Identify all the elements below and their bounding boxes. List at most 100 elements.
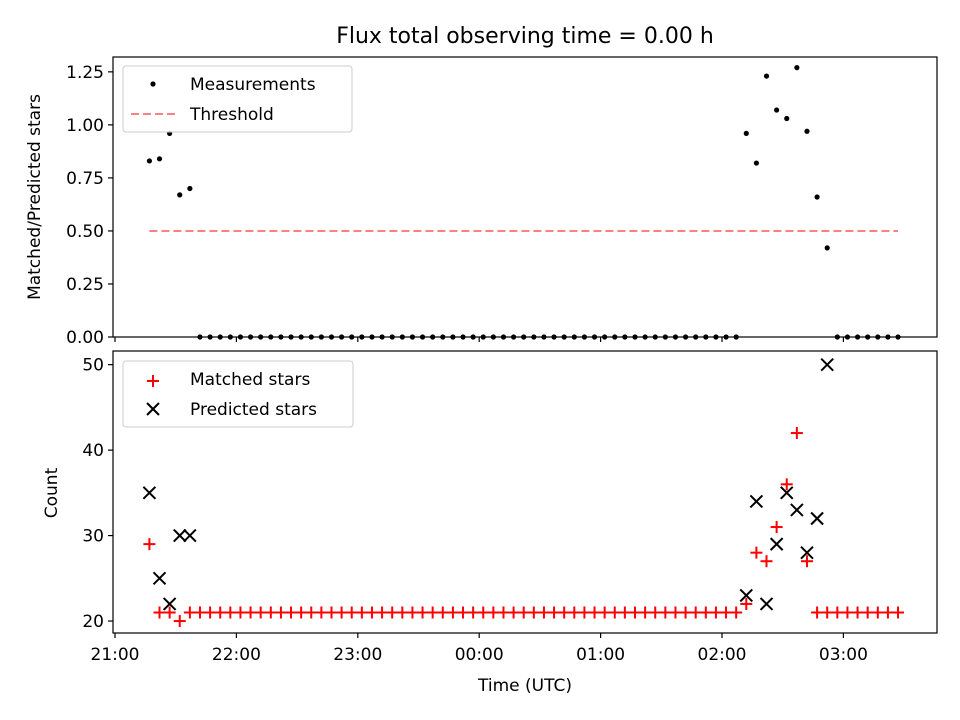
legend-threshold-label: Threshold — [189, 105, 274, 125]
predicted-stars-point — [759, 597, 774, 611]
measurement-point — [804, 128, 810, 134]
bottom-marks — [142, 357, 905, 628]
matched-stars-point — [578, 606, 591, 619]
predicted-stars-point — [152, 571, 167, 586]
matched-stars-point — [335, 606, 348, 619]
matched-stars-point — [163, 606, 176, 619]
matched-stars-point — [376, 606, 389, 619]
predicted-stars-point — [780, 486, 794, 500]
matched-stars-point — [780, 478, 793, 491]
matched-stars-point — [750, 546, 763, 559]
matched-stars-point — [193, 606, 206, 619]
matched-stars-point — [892, 606, 905, 619]
matched-stars-point — [669, 606, 682, 619]
matched-stars-point — [153, 606, 166, 619]
predicted-stars-point — [810, 511, 824, 526]
matched-stars-point — [244, 606, 257, 619]
y-tick-label: 20 — [82, 612, 104, 632]
x-axis-label: Time (UTC) — [477, 676, 572, 696]
matched-stars-point — [881, 606, 894, 619]
matched-stars-point — [659, 606, 672, 619]
predicted-stars-point — [820, 357, 834, 372]
legend-predicted-marker — [146, 402, 160, 416]
legend-measurements-marker — [150, 81, 156, 87]
matched-stars-point — [477, 606, 490, 619]
x-tick-label: 00:00 — [455, 645, 504, 665]
matched-stars-point — [416, 606, 429, 619]
x-tick-label: 21:00 — [91, 645, 140, 665]
matched-stars-point — [598, 606, 611, 619]
measurement-point — [784, 115, 790, 122]
legend-matched-marker — [147, 375, 159, 387]
measurement-point — [146, 158, 152, 164]
matched-stars-point — [720, 606, 733, 619]
x-tick-label: 01:00 — [576, 645, 625, 665]
y-tick-label: 30 — [82, 527, 104, 547]
matched-stars-point — [497, 606, 510, 619]
predicted-stars-point — [739, 588, 753, 603]
measurement-point — [824, 245, 830, 251]
y-tick-label: 50 — [82, 356, 104, 376]
predicted-stars-point — [769, 537, 784, 551]
y-tick-label: 1.00 — [66, 116, 104, 136]
x-tick-label: 22:00 — [212, 645, 261, 665]
matched-stars-point — [254, 606, 267, 619]
matched-stars-point — [325, 606, 338, 619]
matched-stars-point — [396, 606, 409, 619]
matched-stars-point — [679, 606, 692, 619]
matched-stars-point — [467, 606, 480, 619]
matched-stars-point — [800, 555, 813, 568]
matched-stars-point — [183, 606, 196, 619]
matched-stars-point — [628, 606, 641, 619]
matched-stars-point — [740, 597, 753, 610]
matched-stars-point — [770, 521, 783, 534]
matched-stars-point — [608, 606, 621, 619]
matched-stars-point — [527, 606, 540, 619]
y-tick-label: 0.00 — [66, 328, 104, 348]
matched-stars-point — [811, 606, 824, 619]
matched-stars-point — [446, 606, 459, 619]
matched-stars-point — [406, 606, 419, 619]
matched-stars-point — [689, 606, 702, 619]
bottom-legend: Matched stars Predicted stars — [122, 360, 354, 428]
matched-stars-point — [224, 606, 237, 619]
matched-stars-point — [841, 606, 854, 619]
measurement-point — [763, 73, 770, 79]
top-axes-frame — [112, 56, 938, 338]
bottom-x-ticks: 21:00 22:00 23:00 00:00 01:00 02:00 03:00 — [91, 633, 868, 665]
x-tick-label: 02:00 — [698, 645, 747, 665]
predicted-stars-point — [173, 528, 187, 543]
matched-stars-point — [285, 606, 298, 619]
predicted-stars-point — [183, 528, 197, 543]
y-tick-label: 40 — [82, 441, 104, 461]
bottom-panel: 20 30 40 50 21:00 22:00 23:00 00:00 01:00 02:00 0… — [42, 350, 938, 696]
matched-stars-point — [355, 606, 368, 619]
x-tick-label: 03:00 — [819, 645, 868, 665]
y-tick-label: 0.75 — [66, 169, 104, 189]
matched-stars-point — [548, 606, 561, 619]
y-tick-label: 0.50 — [66, 222, 104, 242]
x-tick-label: 23:00 — [333, 645, 382, 665]
matched-stars-point — [730, 606, 743, 619]
y-tick-label: 1.25 — [66, 63, 104, 83]
matched-stars-point — [568, 606, 581, 619]
bottom-y-ticks: 20 30 40 50 — [82, 356, 113, 632]
matched-stars-point — [305, 606, 318, 619]
matched-stars-point — [871, 606, 884, 619]
matched-stars-point — [204, 606, 217, 619]
matched-stars-point — [143, 538, 156, 551]
measurement-point — [187, 185, 193, 192]
matched-stars-point — [537, 606, 550, 619]
legend-predicted-label: Predicted stars — [190, 400, 317, 420]
matched-stars-point — [274, 606, 287, 619]
matched-stars-point — [649, 606, 662, 619]
y-tick-label: 0.25 — [66, 275, 104, 295]
predicted-stars-point — [790, 503, 804, 517]
matched-stars-point — [618, 606, 631, 619]
measurement-point — [156, 156, 163, 162]
top-legend: Measurements Threshold — [122, 65, 353, 133]
measurement-point — [743, 130, 749, 136]
predicted-stars-point — [162, 597, 177, 611]
matched-stars-point — [709, 606, 722, 619]
